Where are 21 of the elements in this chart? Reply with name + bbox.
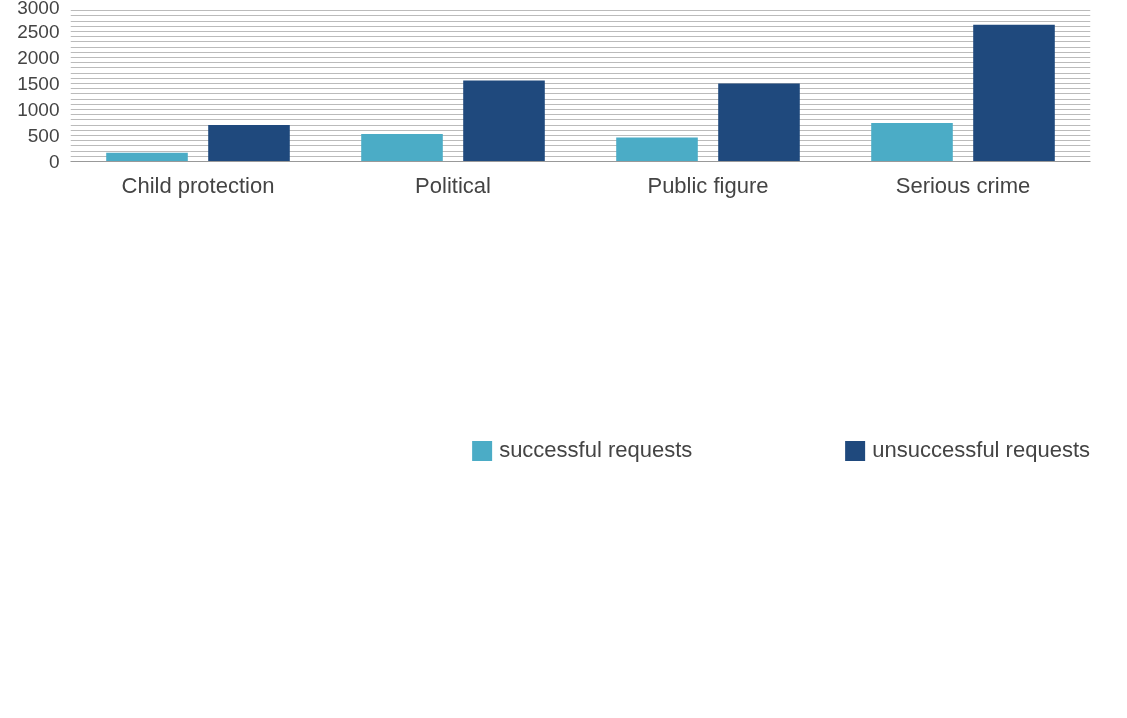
y-tick-label: 2000	[17, 47, 60, 68]
x-tick-label: Public figure	[647, 172, 769, 198]
x-tick-label: Political	[415, 172, 491, 198]
x-tick-label: Child protection	[121, 172, 275, 198]
x-tick-label: Serious crime	[895, 172, 1031, 198]
y-tick-label: 1500	[17, 73, 60, 94]
legend-label: successful requests	[499, 437, 693, 463]
bar	[616, 137, 698, 162]
bar	[718, 83, 800, 162]
bar	[463, 80, 545, 162]
y-tick-label: 3000	[17, 0, 60, 18]
y-tick-label: 2500	[17, 21, 60, 42]
bar	[871, 123, 953, 162]
y-tick-label: 0	[48, 151, 60, 172]
bar	[973, 24, 1055, 162]
bar	[361, 133, 443, 162]
bar	[208, 125, 290, 162]
y-tick-label: 500	[27, 125, 60, 146]
legend-label: unsuccessful requests	[872, 437, 1090, 463]
y-tick-label: 1000	[17, 99, 60, 120]
bar	[106, 152, 188, 162]
